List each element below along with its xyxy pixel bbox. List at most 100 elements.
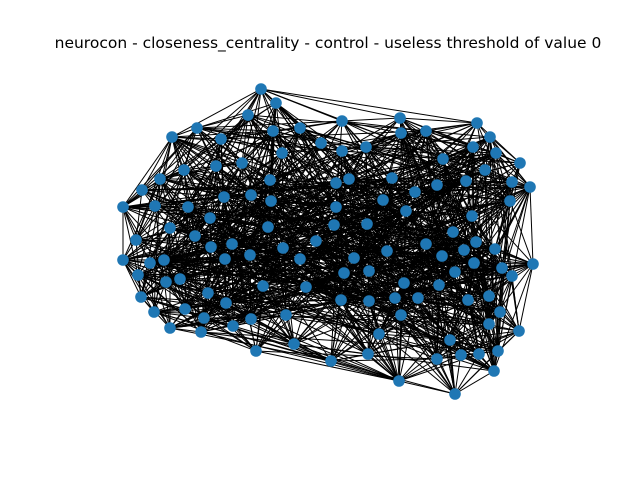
graph-edge: [285, 314, 369, 355]
graph-edge: [183, 169, 271, 181]
graph-edge: [472, 146, 531, 188]
graph-edge: [441, 255, 534, 265]
graph-edge: [341, 150, 454, 233]
graph-node: [484, 131, 496, 143]
graph-edge: [140, 296, 227, 304]
graph-edge: [494, 200, 511, 250]
graph-node: [360, 141, 372, 153]
graph-edge: [163, 254, 251, 261]
graph-edge: [463, 249, 490, 325]
graph-node: [462, 294, 474, 306]
graph-edge: [165, 227, 171, 283]
graph-node: [264, 174, 276, 186]
graph-edge: [330, 358, 438, 362]
graph-edge: [348, 146, 367, 180]
graph-node: [363, 295, 375, 307]
graph-edge: [341, 120, 367, 148]
graph-edge: [348, 178, 388, 252]
graph-edge: [135, 235, 196, 241]
graph-edge: [353, 257, 456, 273]
graph-edge: [149, 217, 211, 264]
graph-node: [363, 265, 375, 277]
graph-node: [394, 112, 406, 124]
graph-node: [513, 325, 525, 337]
graph-node: [409, 186, 421, 198]
graph-edge: [449, 330, 520, 341]
graph-node: [250, 345, 262, 357]
graph-edge: [493, 311, 501, 372]
graph-edge: [449, 339, 456, 395]
graph-edge: [122, 136, 173, 208]
graph-edge: [460, 354, 495, 372]
graph-edge: [340, 250, 388, 301]
graph-edge: [255, 314, 287, 352]
graph-edge: [169, 169, 185, 229]
graph-edge: [368, 300, 501, 313]
graph-edge: [169, 317, 205, 329]
graph-edge: [249, 254, 307, 288]
graph-edge: [348, 132, 402, 180]
graph-edge: [425, 130, 497, 154]
graph-edge: [365, 146, 511, 202]
graph-node: [198, 312, 210, 324]
graph-edge: [320, 142, 407, 212]
graph-edge: [249, 178, 350, 256]
graph-edge: [249, 254, 252, 320]
graph-node: [182, 201, 194, 213]
graph-edge: [425, 243, 438, 360]
graph-node: [496, 262, 508, 274]
graph-edge: [241, 114, 249, 164]
graph-node: [130, 234, 142, 246]
graph-node: [336, 145, 348, 157]
graph-edge: [488, 323, 495, 372]
graph-edge: [330, 300, 370, 362]
graph-edge: [249, 200, 272, 256]
graph-edge: [454, 353, 480, 395]
graph-node: [436, 250, 448, 262]
graph-edge: [154, 136, 173, 207]
graph-edge: [305, 224, 335, 288]
graph-edge: [135, 189, 143, 241]
graph-edge: [169, 196, 225, 229]
graph-edge: [463, 215, 473, 251]
graph-node: [255, 83, 267, 95]
graph-node: [471, 117, 483, 129]
graph-edge: [281, 146, 367, 154]
graph-edge: [210, 179, 271, 248]
graph-edge: [399, 117, 478, 124]
graph-edge: [367, 353, 400, 382]
graph-node: [437, 153, 449, 165]
graph-edge: [224, 258, 370, 302]
graph-edge: [398, 339, 451, 382]
graph-node: [178, 164, 190, 176]
graph-edge: [153, 292, 209, 313]
graph-node: [455, 349, 467, 361]
graph-edge: [400, 314, 438, 360]
graph-node: [483, 318, 495, 330]
graph-node: [489, 243, 501, 255]
graph-edge: [330, 360, 456, 395]
graph-edge: [196, 102, 277, 129]
graph-node: [393, 375, 405, 387]
graph-edge: [449, 339, 499, 352]
graph-edge: [425, 243, 440, 286]
graph-edge: [135, 205, 156, 241]
graph-node: [204, 212, 216, 224]
graph-edge: [365, 146, 438, 186]
graph-node: [400, 205, 412, 217]
graph-edge: [249, 254, 419, 299]
graph-edge: [333, 224, 370, 272]
graph-edge: [449, 323, 490, 341]
graph-node: [257, 280, 269, 292]
graph-node: [361, 218, 373, 230]
graph-edge: [454, 330, 520, 395]
graph-node: [490, 147, 502, 159]
graph-node: [431, 353, 443, 365]
graph-node: [158, 254, 170, 266]
graph-edge: [137, 206, 337, 276]
graph-edge: [341, 150, 419, 299]
graph-title: neurocon - closeness_centrality - contro…: [54, 34, 602, 52]
graph-edge: [232, 206, 337, 327]
graph-node: [524, 181, 536, 193]
